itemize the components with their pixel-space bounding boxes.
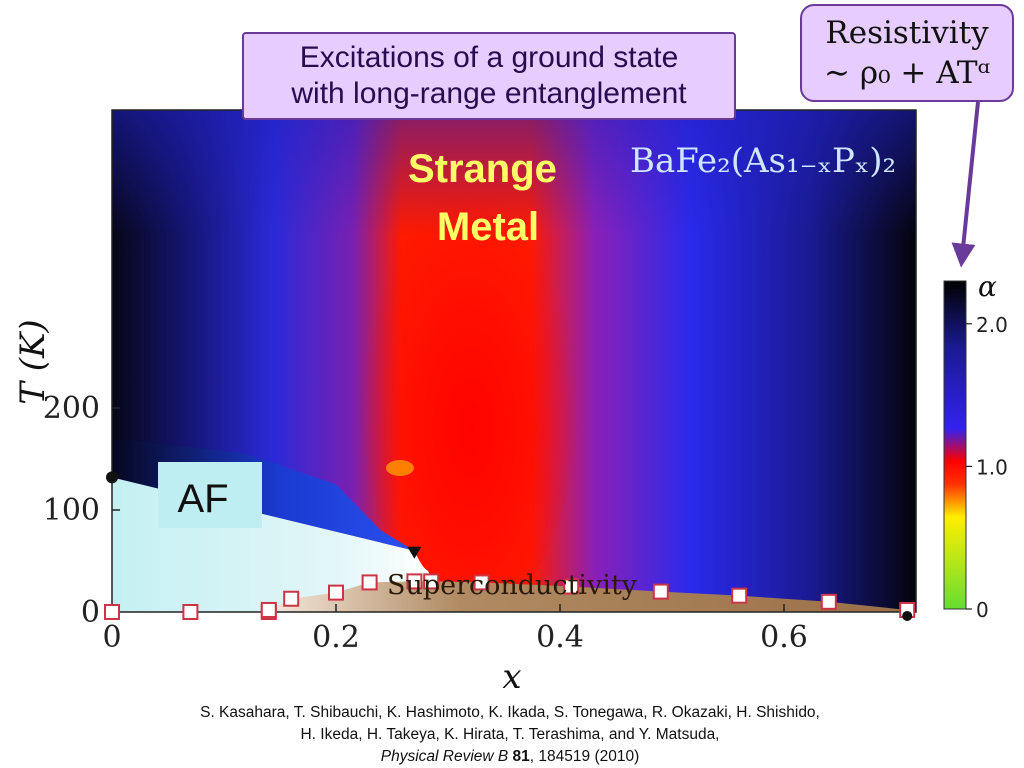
- citation-rest: , 184519 (2010): [529, 748, 640, 765]
- x-tick-label: 0.2: [312, 620, 360, 655]
- x-tick-label: 0: [102, 620, 121, 655]
- colorbar-ticks: 0 1.0 2.0: [966, 313, 1008, 622]
- strange-metal-line2: Metal: [437, 205, 539, 249]
- heatmap-plot-area: [112, 110, 916, 612]
- colorbar-tick-label: 1.0: [976, 455, 1008, 479]
- colorbar-tick-label: 0: [976, 598, 989, 622]
- entanglement-callout: Excitations of a ground state with long-…: [242, 32, 736, 120]
- strange-metal-line1: Strange: [408, 147, 557, 191]
- af-transition-point: [106, 471, 118, 484]
- y-tick-label: 100: [43, 493, 100, 528]
- superconductivity-label: Superconductivity: [387, 570, 638, 601]
- af-label-box: [158, 462, 262, 528]
- compound-label: BaFe₂(As₁₋ₓPₓ)₂: [630, 141, 896, 181]
- citation-line3: Physical Review B 81, 184519 (2010): [100, 746, 920, 768]
- qcp-hotspot: [386, 460, 414, 476]
- colorbar: α: [943, 270, 997, 610]
- sc-data-point: [260, 601, 277, 618]
- sc-data-point: [182, 604, 199, 620]
- strange-metal-core: [360, 140, 580, 612]
- sc-data-point: [328, 584, 344, 601]
- sc-data-point: [652, 583, 669, 600]
- af-label: AF: [177, 477, 228, 521]
- callout-arrow: [951, 101, 980, 268]
- resistivity-formula: ∼ ρ₀ + ATᵅ: [824, 55, 990, 91]
- colorbar-label: α: [978, 270, 997, 303]
- citation-line1: S. Kasahara, T. Shibauchi, K. Hashimoto,…: [200, 704, 820, 721]
- sc-data-point: [473, 574, 490, 591]
- resistivity-callout: Resistivity ∼ ρ₀ + ATᵅ: [800, 4, 1014, 102]
- y-tick-label: 0: [81, 595, 100, 630]
- sc-data-point: [104, 604, 120, 620]
- colorbar-gradient: [943, 280, 967, 610]
- qcp-triangle-marker: [407, 546, 422, 559]
- strange-metal-label: Strange Metal: [408, 147, 568, 249]
- axes: 0 0.2 0.4 0.6 0 100 200: [43, 391, 808, 655]
- sc-data-point: [820, 593, 837, 610]
- entanglement-callout-line2: with long-range entanglement: [291, 77, 687, 110]
- citation-volume: 81: [512, 748, 530, 765]
- sc-data-point: [406, 573, 423, 590]
- y-tick-label: 200: [43, 391, 100, 426]
- colorbar-tick-label: 2.0: [976, 313, 1008, 337]
- sc-data-point: [731, 587, 748, 604]
- sc-data-point: [563, 578, 580, 595]
- x-axis-label: x: [502, 657, 521, 697]
- citation-journal: Physical Review B: [380, 748, 509, 765]
- end-point-marker: [902, 610, 913, 621]
- resistivity-callout-line1: Resistivity: [825, 15, 989, 51]
- citation-line2: H. Ikeda, H. Takeya, K. Hirata, T. Teras…: [300, 726, 720, 743]
- data-markers: [104, 471, 916, 621]
- x-tick-label: 0.4: [536, 620, 584, 655]
- sc-data-point: [423, 573, 440, 590]
- x-tick-label: 0.6: [760, 620, 808, 655]
- sc-data-point: [283, 590, 300, 607]
- y-axis-label: T (K): [13, 319, 53, 404]
- sc-data-point: [361, 574, 378, 591]
- entanglement-callout-line1: Excitations of a ground state: [299, 41, 679, 74]
